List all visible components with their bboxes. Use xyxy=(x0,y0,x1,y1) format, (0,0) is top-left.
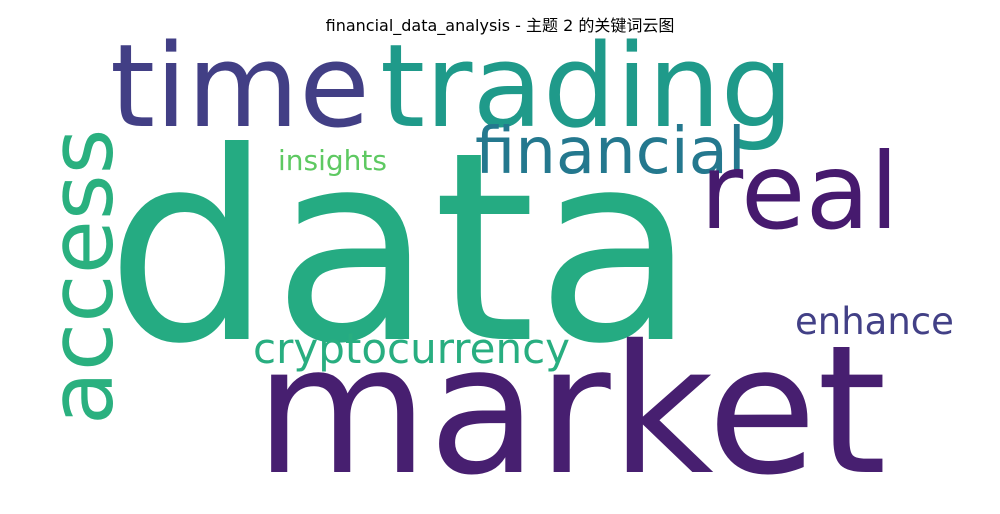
word-access: access xyxy=(30,128,133,425)
word-cloud: data market time trading access financia… xyxy=(30,20,954,514)
word-data: data xyxy=(106,96,697,401)
word-cryptocurrency: cryptocurrency xyxy=(253,324,571,373)
word-trading: trading xyxy=(380,20,794,154)
word-financial: financial xyxy=(475,115,746,189)
word-real: real xyxy=(700,131,899,253)
chart-title: financial_data_analysis - 主题 2 的关键词云图 xyxy=(325,16,675,35)
word-time: time xyxy=(110,20,370,154)
word-market: market xyxy=(255,307,887,514)
word-insights: insights xyxy=(278,144,387,177)
word-enhance: enhance xyxy=(795,300,954,343)
